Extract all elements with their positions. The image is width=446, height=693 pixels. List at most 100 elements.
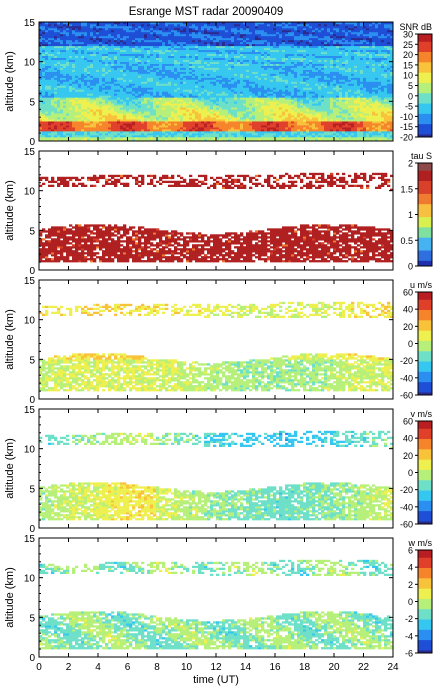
heatmap-cell: [255, 22, 259, 25]
heatmap-cell: [231, 117, 235, 120]
heatmap-cell: [60, 31, 64, 35]
heatmap-cell: [240, 125, 244, 128]
heatmap-cell: [204, 139, 208, 142]
heatmap-cell: [246, 71, 250, 74]
heatmap-cell: [87, 115, 91, 118]
heatmap-cell: [66, 115, 70, 118]
heatmap-cell: [153, 59, 157, 62]
heatmap-cell: [168, 99, 172, 102]
heatmap-cell: [75, 81, 79, 84]
heatmap-cell: [159, 131, 163, 134]
heatmap-cell: [237, 45, 241, 49]
heatmap-cell: [222, 31, 226, 35]
heatmap-cell: [72, 69, 76, 72]
heatmap-cell: [129, 65, 133, 68]
heatmap-cell: [267, 23, 271, 27]
heatmap-cell: [105, 127, 109, 130]
heatmap-cell: [261, 55, 265, 58]
heatmap-cell: [216, 41, 220, 45]
heatmap-cell: [264, 129, 268, 132]
heatmap-cell: [72, 87, 76, 90]
heatmap-cell: [153, 51, 157, 55]
heatmap-cell: [159, 127, 163, 130]
heatmap-cell: [270, 35, 274, 39]
heatmap-cell: [153, 109, 157, 112]
heatmap-cell: [243, 29, 247, 33]
heatmap-cell: [51, 119, 55, 122]
heatmap-cell: [285, 139, 289, 142]
heatmap-cell: [66, 85, 70, 88]
heatmap-cell: [114, 27, 118, 31]
heatmap-cell: [180, 63, 184, 66]
heatmap-cell: [174, 51, 178, 55]
heatmap-cell: [174, 43, 178, 47]
heatmap-cell: [54, 73, 58, 76]
heatmap-cell: [42, 115, 46, 118]
heatmap-cell: [66, 125, 70, 128]
heatmap-cell: [255, 37, 259, 41]
heatmap-cell: [264, 111, 268, 114]
heatmap-cell: [39, 133, 43, 136]
heatmap-cell: [132, 135, 136, 138]
heatmap-cell: [57, 61, 61, 64]
heatmap-cell: [114, 91, 118, 94]
heatmap-cell: [222, 63, 226, 66]
heatmap-cell: [51, 95, 55, 98]
heatmap-cell: [246, 115, 250, 118]
heatmap-cell: [84, 81, 88, 84]
heatmap-cell: [171, 53, 175, 57]
heatmap-cell: [225, 97, 229, 100]
heatmap-cell: [252, 29, 256, 33]
heatmap-cell: [54, 65, 58, 68]
heatmap-cell: [171, 139, 175, 142]
heatmap-cell: [72, 63, 76, 66]
heatmap-cell: [96, 75, 100, 78]
heatmap-cell: [177, 37, 181, 41]
heatmap-cell: [285, 37, 289, 41]
heatmap-cell: [153, 77, 157, 80]
heatmap-cell: [288, 127, 292, 130]
heatmap-cell: [69, 33, 73, 37]
heatmap-cell: [282, 77, 286, 80]
heatmap-cell: [75, 55, 79, 58]
heatmap-cell: [240, 25, 244, 29]
heatmap-cell: [150, 135, 154, 138]
heatmap-cell: [231, 37, 235, 41]
heatmap-cell: [231, 95, 235, 98]
heatmap-cell: [279, 53, 283, 57]
heatmap-cell: [129, 49, 133, 53]
heatmap-cell: [108, 41, 112, 45]
heatmap-cell: [255, 87, 259, 90]
heatmap-cell: [273, 35, 277, 39]
heatmap-cell: [264, 121, 268, 124]
heatmap-cell: [96, 89, 100, 92]
heatmap-cell: [183, 103, 187, 106]
heatmap-cell: [39, 121, 43, 124]
heatmap-cell: [243, 125, 247, 128]
heatmap-cell: [177, 31, 181, 35]
heatmap-cell: [111, 119, 115, 122]
heatmap-cell: [267, 51, 271, 55]
heatmap-cell: [138, 25, 142, 29]
heatmap-cell: [192, 22, 196, 25]
heatmap-cell: [51, 113, 55, 116]
heatmap-cell: [75, 115, 79, 118]
heatmap-cell: [225, 133, 229, 136]
heatmap-cell: [264, 135, 268, 138]
heatmap-cell: [282, 117, 286, 120]
heatmap-cell: [198, 73, 202, 76]
heatmap-cell: [66, 49, 70, 53]
heatmap-cell: [105, 49, 109, 53]
heatmap-cell: [177, 127, 181, 130]
heatmap-cell: [135, 127, 139, 130]
heatmap-cell: [219, 27, 223, 31]
heatmap-cell: [138, 33, 142, 37]
heatmap-cell: [147, 61, 151, 64]
heatmap-cell: [249, 93, 253, 96]
heatmap-cell: [219, 131, 223, 134]
heatmap-cell: [132, 103, 136, 106]
heatmap-cell: [282, 63, 286, 66]
heatmap-cell: [150, 89, 154, 92]
heatmap-cell: [261, 119, 265, 122]
heatmap-cell: [171, 57, 175, 60]
